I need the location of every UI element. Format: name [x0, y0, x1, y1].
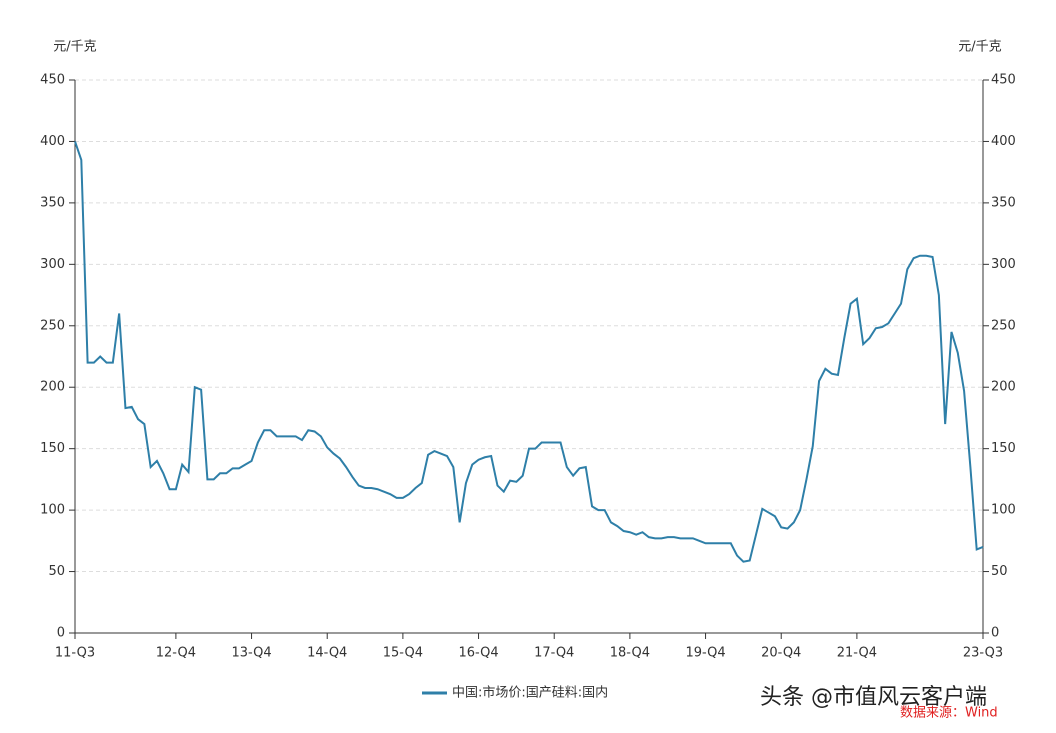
y-tick-label: 450	[40, 73, 65, 88]
y2-tick-label: 300	[991, 257, 1016, 272]
y-tick-label: 150	[40, 441, 65, 456]
y2-tick-label: 150	[991, 441, 1016, 456]
x-tick-label: 14-Q4	[307, 646, 347, 661]
y2-tick-label: 50	[991, 564, 1008, 579]
y2-tick-label: 350	[991, 195, 1016, 210]
watermark: 头条 @市值风云客户端	[760, 685, 987, 710]
y-tick-label: 400	[40, 134, 65, 149]
y2-tick-label: 200	[991, 380, 1016, 395]
y-tick-label: 0	[57, 626, 65, 641]
x-tick-label: 11-Q3	[55, 646, 95, 661]
x-tick-label: 17-Q4	[534, 646, 574, 661]
x-tick-label: 16-Q4	[458, 646, 498, 661]
x-tick-label: 13-Q4	[231, 646, 271, 661]
y2-tick-label: 450	[991, 73, 1016, 88]
y2-tick-label: 0	[991, 626, 999, 641]
y-tick-label: 100	[40, 503, 65, 518]
y-tick-label: 350	[40, 195, 65, 210]
source-note: 数据来源：Wind	[900, 706, 998, 721]
x-tick-label: 21-Q4	[837, 646, 877, 661]
y-tick-label: 50	[48, 564, 65, 579]
y-tick-label: 250	[40, 318, 65, 333]
y-tick-label: 300	[40, 257, 65, 272]
x-tick-label: 12-Q4	[156, 646, 196, 661]
series-line	[74, 141, 984, 563]
y2-tick-label: 400	[991, 134, 1016, 149]
legend-label: 中国:市场价:国产硅料:国内	[452, 685, 608, 701]
x-tick-label: 19-Q4	[685, 646, 725, 661]
y-axis-unit: 元/千克	[53, 40, 96, 55]
x-tick-label: 15-Q4	[383, 646, 423, 661]
y-tick-label: 200	[40, 380, 65, 395]
x-tick-label: 20-Q4	[761, 646, 801, 661]
y2-tick-label: 100	[991, 503, 1016, 518]
y2-axis-unit: 元/千克	[958, 40, 1001, 55]
x-tick-label: 23-Q3	[963, 646, 1003, 661]
x-tick-label: 18-Q4	[610, 646, 650, 661]
y2-tick-label: 250	[991, 318, 1016, 333]
